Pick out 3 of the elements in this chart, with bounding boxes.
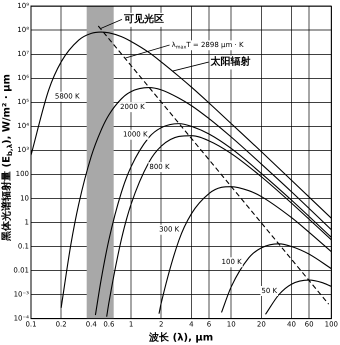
annotation: 太阳辐射: [210, 56, 251, 68]
x-axis-title: 波长 (λ), μm: [148, 332, 214, 344]
annotation: 可见光区: [122, 12, 164, 25]
